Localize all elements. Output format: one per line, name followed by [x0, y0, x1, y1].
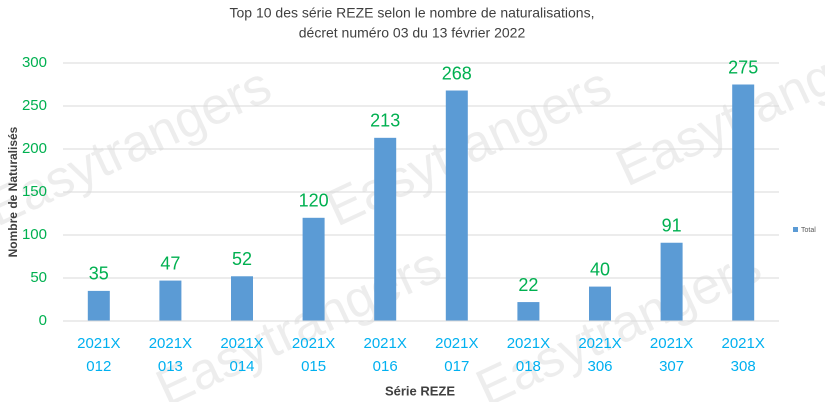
x-tick-label: 2021X 012 — [77, 335, 120, 375]
value-label: 35 — [89, 264, 109, 284]
bar — [231, 276, 253, 321]
x-tick-label: 2021X 015 — [292, 335, 335, 375]
watermark: Easytrangers — [468, 236, 770, 402]
y-tick-label: 200 — [22, 140, 47, 157]
value-label: 40 — [590, 259, 610, 279]
bar — [302, 217, 325, 321]
x-tick-label: 2021X 308 — [722, 335, 765, 375]
value-label: 47 — [160, 253, 180, 273]
watermark: Easytrangers — [148, 236, 450, 402]
bar — [87, 290, 110, 321]
bar — [159, 280, 182, 321]
x-tick-label: 2021X 306 — [578, 335, 621, 375]
y-axis-label: Nombre de Naturalisés — [6, 126, 20, 257]
x-tick-label: 2021X 014 — [220, 335, 263, 375]
y-tick-label: 250 — [22, 97, 47, 114]
watermark: Easytrangers — [608, 16, 825, 198]
value-label: 120 — [299, 191, 329, 211]
x-tick-label: 2021X 017 — [435, 335, 478, 375]
y-tick-label: 150 — [22, 183, 47, 200]
watermark: Easytrangers — [318, 56, 620, 238]
legend-label: Total — [801, 227, 816, 234]
value-label: 275 — [728, 57, 758, 77]
legend-swatch — [793, 227, 798, 232]
y-tick-label: 300 — [22, 54, 47, 71]
chart-title: Top 10 des série REZE selon le nombre de… — [230, 5, 595, 21]
bar — [732, 84, 755, 321]
value-label: 91 — [662, 215, 682, 235]
x-tick-label: 2021X 016 — [364, 335, 407, 375]
y-tick-label: 50 — [30, 269, 47, 286]
chart-subtitle: décret numéro 03 du 13 février 2022 — [299, 25, 526, 41]
y-tick-label: 0 — [39, 312, 47, 329]
bar — [374, 137, 397, 321]
y-tick-label: 100 — [22, 226, 47, 243]
x-tick-label: 2021X 018 — [507, 335, 550, 375]
bar — [517, 302, 540, 321]
bar — [445, 90, 468, 322]
value-label: 22 — [518, 275, 538, 295]
x-axis-label: Série REZE — [385, 383, 455, 398]
x-tick-label: 2021X 307 — [650, 335, 693, 375]
bar — [589, 286, 611, 321]
value-label: 52 — [232, 249, 252, 269]
value-label: 213 — [370, 111, 400, 131]
bar — [660, 242, 683, 321]
x-tick-label: 2021X 013 — [149, 335, 192, 375]
value-label: 268 — [442, 63, 472, 83]
